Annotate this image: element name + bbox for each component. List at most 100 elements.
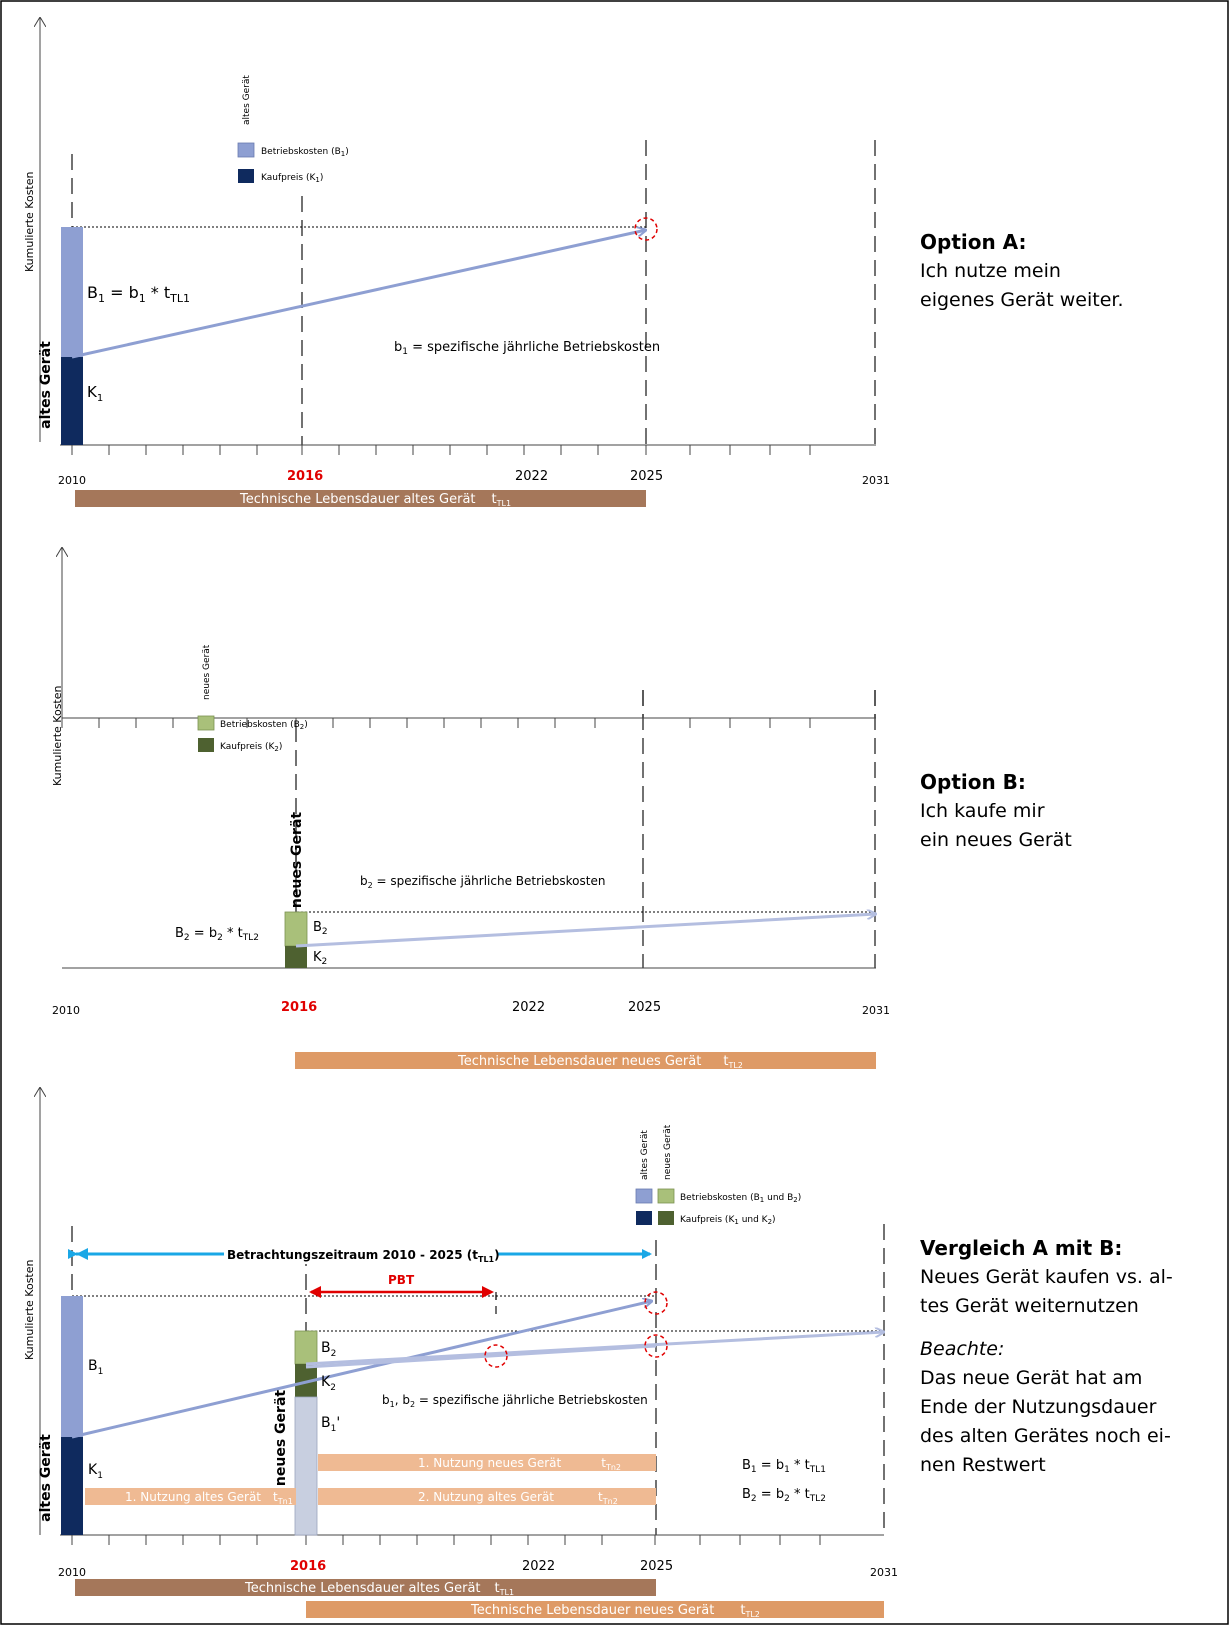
year-label: 2022 bbox=[515, 469, 548, 484]
life-bar-old-label: Technische Lebensdauer altes Gerät tTL1 bbox=[239, 492, 511, 508]
year-guides bbox=[295, 690, 876, 862]
comparison-line: nen Restwert bbox=[920, 1454, 1046, 1476]
legend-a: altes Gerät Betriebskosten (B1) Kaufprei… bbox=[237, 75, 349, 184]
legend-k-label: Kaufpreis (K1) bbox=[261, 173, 323, 184]
legend-header: neues Gerät bbox=[202, 644, 212, 700]
legend-k-label: Kaufpreis (K2) bbox=[220, 742, 282, 753]
y-axis-label: Kumulierte Kosten bbox=[51, 685, 64, 786]
usage-old-1-label: 1. Nutzung altes Gerät tTn1 bbox=[125, 1490, 293, 1506]
legend-swatch-k1 bbox=[636, 1211, 652, 1225]
year-label: 2016 bbox=[287, 469, 323, 484]
label-b2: B2 bbox=[321, 1340, 336, 1359]
option-b-title: Option B: bbox=[920, 770, 1026, 794]
year-guides bbox=[71, 140, 876, 445]
usage-new-1-label: 1. Nutzung neues Gerät tTn2 bbox=[418, 1456, 621, 1472]
legend-header: altes Gerät bbox=[242, 75, 252, 125]
y-axis-label: Kumulierte Kosten bbox=[23, 171, 36, 272]
comparison-text: Vergleich A mit B: Neues Gerät kaufen vs… bbox=[920, 1234, 1173, 1480]
year-label: 2031 bbox=[862, 474, 890, 487]
bar-k1 bbox=[61, 357, 83, 445]
trend-line-new-body bbox=[305, 1344, 657, 1369]
bar-label-new: neues Gerät bbox=[273, 1390, 289, 1486]
legend-c: altes Gerät neues Gerät Betriebskosten (… bbox=[635, 1124, 801, 1226]
bar-b2 bbox=[284, 911, 308, 947]
usage-old-2-label: 2. Nutzung altes Gerät tTn2 bbox=[418, 1490, 618, 1506]
year-label: 2025 bbox=[630, 469, 663, 484]
x-ticks bbox=[61, 718, 811, 728]
year-label: 2010 bbox=[52, 1004, 80, 1017]
legend-swatch-k bbox=[198, 738, 214, 752]
usage-bar-old-1 bbox=[85, 1488, 296, 1505]
comparison-line: des alten Gerätes noch ei- bbox=[920, 1425, 1171, 1447]
option-b-line: Ich kaufe mir bbox=[920, 800, 1045, 822]
legend-k-label: Kaufpreis (K1 und K2) bbox=[680, 1215, 776, 1226]
legend-swatch-k bbox=[238, 169, 254, 183]
panel-c: Kumulierte Kosten Betrachtungszeitr bbox=[23, 1088, 898, 1619]
x-ticks bbox=[71, 1535, 821, 1545]
end-marker bbox=[634, 217, 658, 241]
year-label: 2031 bbox=[862, 1004, 890, 1017]
note-b2: b2 = spezifische jährliche Betriebskoste… bbox=[360, 874, 605, 890]
formula-b2: B2 = b2 * tTL2 bbox=[175, 926, 259, 943]
bar-b1 bbox=[61, 227, 83, 357]
life-bar-new-label: Technische Lebensdauer neues Gerät tTL2 bbox=[470, 1603, 760, 1619]
comparison-line: Ende der Nutzungsdauer bbox=[920, 1396, 1157, 1418]
usage-bar-old-2 bbox=[318, 1488, 656, 1505]
year-label: 2016 bbox=[281, 1000, 317, 1015]
usage-bar-new-1 bbox=[318, 1454, 656, 1471]
life-bar-old-label: Technische Lebensdauer altes Gerät tTL1 bbox=[244, 1581, 514, 1597]
legend-swatch-k2 bbox=[658, 1211, 674, 1225]
legend-swatch-b2 bbox=[657, 1188, 675, 1204]
life-bar-old bbox=[75, 490, 646, 507]
year-label: 2025 bbox=[628, 1000, 661, 1015]
legend-b-label: Betriebskosten (B1 und B2) bbox=[680, 1193, 801, 1204]
period-label-bg bbox=[224, 1244, 498, 1264]
bar-label-new: neues Gerät bbox=[289, 812, 305, 908]
life-bar-new bbox=[306, 1601, 884, 1618]
trend-line-old bbox=[71, 1301, 652, 1439]
break-even-marker bbox=[484, 1344, 508, 1368]
bar-b1-prime bbox=[294, 1396, 318, 1536]
legend-header-old: altes Gerät bbox=[640, 1130, 650, 1180]
x-tick-labels: 2010 2016 2022 2025 2031 bbox=[58, 1559, 898, 1579]
note-b1: b1 = spezifische jährliche Betriebskoste… bbox=[394, 340, 660, 357]
year-guides-full bbox=[295, 690, 876, 968]
legend-header-new: neues Gerät bbox=[663, 1124, 673, 1180]
note-b1-b2: b1, b2 = spezifische jährliche Betriebsk… bbox=[382, 1393, 648, 1409]
year-label: 2010 bbox=[58, 474, 86, 487]
pbt-label: PBT bbox=[388, 1273, 415, 1287]
option-b-text: Option B: Ich kaufe mir ein neues Gerät bbox=[920, 768, 1072, 855]
bar-k1 bbox=[61, 1437, 83, 1535]
formula-b2: B2 = b2 * tTL2 bbox=[742, 1487, 826, 1504]
option-a-text: Option A: Ich nutze mein eigenes Gerät w… bbox=[920, 228, 1124, 315]
label-k2: K2 bbox=[313, 950, 327, 967]
label-b2: B2 bbox=[313, 920, 328, 937]
period-arrow-head-left bbox=[76, 1248, 88, 1260]
legend-b-label: Betriebskosten (B1) bbox=[261, 147, 349, 158]
panel-b: Kumulierte Kosten bbox=[51, 548, 890, 1070]
comparison-line: Das neue Gerät hat am bbox=[920, 1367, 1143, 1389]
end-marker-new bbox=[644, 1334, 668, 1358]
x-tick-labels: 2010 2016 2022 2025 2031 bbox=[58, 469, 890, 487]
year-label: 2031 bbox=[870, 1566, 898, 1579]
y-axis-label: Kumulierte Kosten bbox=[23, 1259, 36, 1360]
formula-b1: B1 = b1 * tTL1 bbox=[87, 283, 190, 305]
comparison-title: Vergleich A mit B: bbox=[920, 1236, 1123, 1260]
year-label: 2010 bbox=[58, 1566, 86, 1579]
label-k1: K1 bbox=[88, 1462, 103, 1481]
option-b-line: ein neues Gerät bbox=[920, 829, 1072, 851]
year-label: 2022 bbox=[512, 1000, 545, 1015]
formula-b1: B1 = b1 * tTL1 bbox=[742, 1458, 826, 1475]
bar-k2 bbox=[295, 1364, 317, 1397]
period-label: Betrachtungszeitraum 2010 - 2025 (tTL1) bbox=[227, 1248, 500, 1264]
year-label: 2022 bbox=[522, 1559, 555, 1574]
x-tick-labels: 2010 2016 2022 2025 2031 bbox=[52, 1000, 890, 1017]
panel-a: Kumulierte Kosten altes Gerät B1 = b1 * … bbox=[23, 18, 890, 508]
year-label: 2025 bbox=[640, 1559, 673, 1574]
trend-line bbox=[71, 230, 646, 359]
trend-line-new bbox=[305, 1332, 884, 1366]
year-label: 2016 bbox=[290, 1559, 326, 1574]
legend-b-label: Betriebskosten (B2) bbox=[220, 720, 308, 731]
label-b1: B1 bbox=[88, 1358, 103, 1377]
